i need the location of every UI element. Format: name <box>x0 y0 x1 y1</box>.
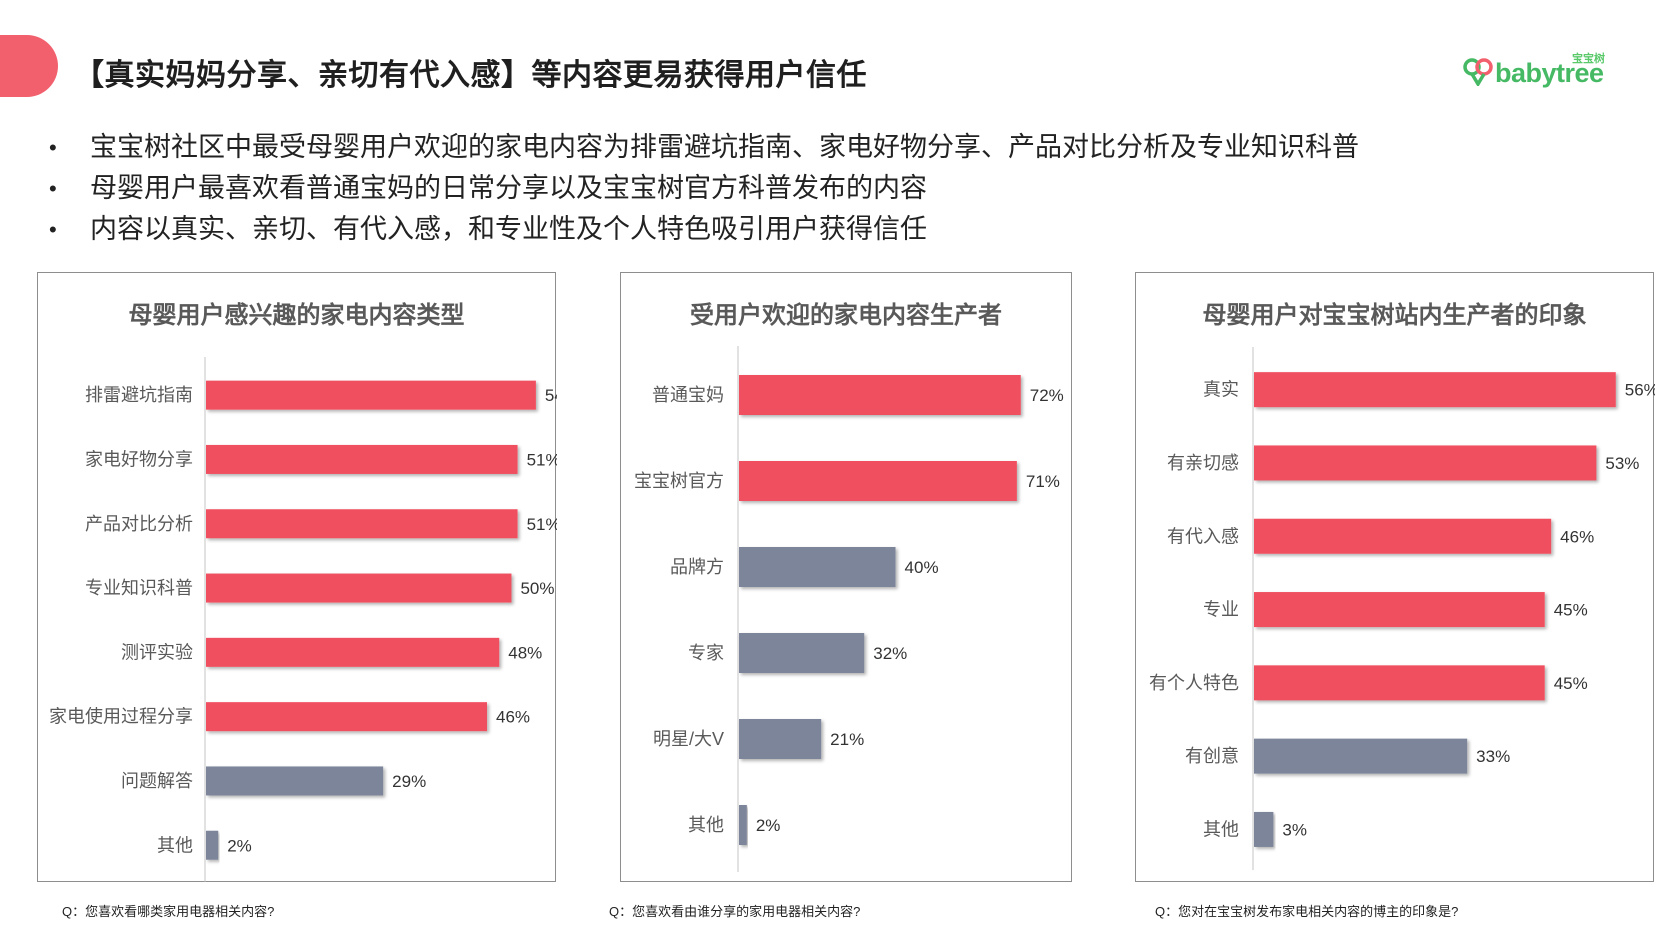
data-label: 40% <box>905 558 939 577</box>
bullet-dot: • <box>49 135 57 160</box>
bar-1 <box>739 461 1017 501</box>
data-label: 50% <box>520 579 554 598</box>
chart-panel-content-types: 母婴用户感兴趣的家电内容类型 排雷避坑指南 54% 家电好物分享 51% 产品对比分析 5… <box>37 272 557 882</box>
category-label: 产品对比分析 <box>85 514 193 534</box>
data-label: 32% <box>873 644 907 663</box>
chart-title: 母婴用户对宝宝树站内生产者的印象 <box>1202 302 1587 329</box>
logo-mark-icon <box>1463 58 1493 86</box>
data-label: 56% <box>1625 381 1655 400</box>
accent-tab <box>0 35 58 97</box>
bar-7 <box>206 830 219 860</box>
bar-4 <box>1254 665 1545 701</box>
data-label: 71% <box>1026 472 1060 491</box>
bullet-item: • 母婴用户最喜欢看普通宝妈的日常分享以及宝宝树官方科普发布的内容 <box>45 168 1359 209</box>
category-label: 家电使用过程分享 <box>49 707 193 727</box>
data-label: 3% <box>1282 820 1307 839</box>
bar-chart-producers: 普通宝妈 72% 宝宝树官方 71% 品牌方 40% 专家 32% 明星/大V 21% 其他 2% <box>634 346 1064 872</box>
data-label: 45% <box>1554 601 1588 620</box>
bar-6 <box>206 766 384 796</box>
category-label: 排雷避坑指南 <box>85 385 193 405</box>
bullet-text: 宝宝树社区中最受母婴用户欢迎的家电内容为排雷避坑指南、家电好物分享、产品对比分析… <box>90 132 1359 162</box>
category-label: 其他 <box>688 815 724 835</box>
category-label: 有亲切感 <box>1167 453 1239 473</box>
data-label: 48% <box>508 643 542 662</box>
footnote-producers: Q：您喜欢看由谁分享的家用电器相关内容? <box>609 904 861 919</box>
chart-title: 母婴用户感兴趣的家电内容类型 <box>128 302 465 329</box>
logo-cn-text: 宝宝树 <box>1572 53 1605 65</box>
bar-5 <box>1254 738 1468 774</box>
bar-1 <box>1254 445 1597 481</box>
bullet-text: 母婴用户最喜欢看普通宝妈的日常分享以及宝宝树官方科普发布的内容 <box>90 173 927 203</box>
category-label: 问题解答 <box>121 771 193 791</box>
bullet-dot: • <box>49 217 57 242</box>
data-label: 21% <box>830 730 864 749</box>
data-label: 51% <box>527 450 557 469</box>
bullet-text: 内容以真实、亲切、有代入感，和专业性及个人特色吸引用户获得信任 <box>90 214 927 244</box>
chart-panel-impressions: 母婴用户对宝宝树站内生产者的印象 真实 56% 有亲切感 53% 有代入感 46% 专业 45… <box>1135 272 1655 882</box>
bar-chart-impressions: 真实 56% 有亲切感 53% 有代入感 46% 专业 45% 有个人特色 45% 有创意 33% 其他… <box>1149 347 1655 871</box>
bar-0 <box>1254 372 1616 408</box>
bar-3 <box>739 633 865 673</box>
bar-6 <box>1254 811 1274 847</box>
data-label: 72% <box>1030 386 1064 405</box>
data-label: 54% <box>545 386 557 405</box>
category-label: 其他 <box>157 835 193 855</box>
category-label: 专业知识科普 <box>85 578 193 598</box>
bar-4 <box>206 637 500 667</box>
category-label: 普通宝妈 <box>652 385 724 405</box>
data-label: 51% <box>527 515 557 534</box>
bullet-item: • 内容以真实、亲切、有代入感，和专业性及个人特色吸引用户获得信任 <box>45 209 1359 250</box>
category-label: 有个人特色 <box>1149 673 1239 693</box>
chart-panel-producers: 受用户欢迎的家电内容生产者 普通宝妈 72% 宝宝树官方 71% 品牌方 40% 专家 32%… <box>620 272 1072 882</box>
bar-4 <box>739 719 822 759</box>
data-label: 2% <box>756 816 781 835</box>
logo-en-text: babytree <box>1495 58 1604 88</box>
category-label: 有创意 <box>1185 746 1239 766</box>
category-label: 测评实验 <box>121 642 193 662</box>
bar-0 <box>206 380 536 410</box>
bullet-dot: • <box>49 176 57 201</box>
page-title: 【真实妈妈分享、亲切有代入感】等内容更易获得用户信任 <box>74 59 867 92</box>
bar-3 <box>1254 592 1545 628</box>
category-label: 其他 <box>1203 819 1239 839</box>
bar-5 <box>206 702 488 732</box>
bullet-list: • 宝宝树社区中最受母婴用户欢迎的家电内容为排雷避坑指南、家电好物分享、产品对比分… <box>45 127 1359 250</box>
footnote-impressions: Q：您对在宝宝树发布家电相关内容的博主的印象是? <box>1155 904 1459 919</box>
bullet-item: • 宝宝树社区中最受母婴用户欢迎的家电内容为排雷避坑指南、家电好物分享、产品对比分… <box>45 127 1359 168</box>
data-label: 2% <box>227 836 252 855</box>
data-label: 46% <box>496 708 530 727</box>
category-label: 明星/大V <box>653 729 724 749</box>
category-label: 专业 <box>1203 600 1239 620</box>
category-label: 有代入感 <box>1167 526 1239 546</box>
data-label: 46% <box>1560 527 1594 546</box>
category-label: 品牌方 <box>670 557 724 577</box>
data-label: 29% <box>392 772 426 791</box>
data-label: 53% <box>1605 454 1639 473</box>
bar-1 <box>206 444 518 474</box>
bar-0 <box>739 375 1021 415</box>
babytree-logo: 宝宝树 babytree <box>1463 50 1613 90</box>
bar-chart-content-types: 排雷避坑指南 54% 家电好物分享 51% 产品对比分析 51% 专业知识科普 50% 测评实验… <box>49 357 557 882</box>
bar-2 <box>206 509 518 539</box>
category-label: 家电好物分享 <box>85 449 193 469</box>
data-label: 33% <box>1476 747 1510 766</box>
footnote-content-types: Q：您喜欢看哪类家用电器相关内容? <box>62 904 275 919</box>
chart-title: 受用户欢迎的家电内容生产者 <box>690 302 1002 329</box>
category-label: 专家 <box>688 643 724 663</box>
bar-2 <box>1254 518 1552 554</box>
category-label: 真实 <box>1203 380 1239 400</box>
bar-3 <box>206 573 512 603</box>
category-label: 宝宝树官方 <box>634 471 724 491</box>
bar-5 <box>739 805 747 845</box>
data-label: 45% <box>1554 674 1588 693</box>
bar-2 <box>739 547 896 587</box>
